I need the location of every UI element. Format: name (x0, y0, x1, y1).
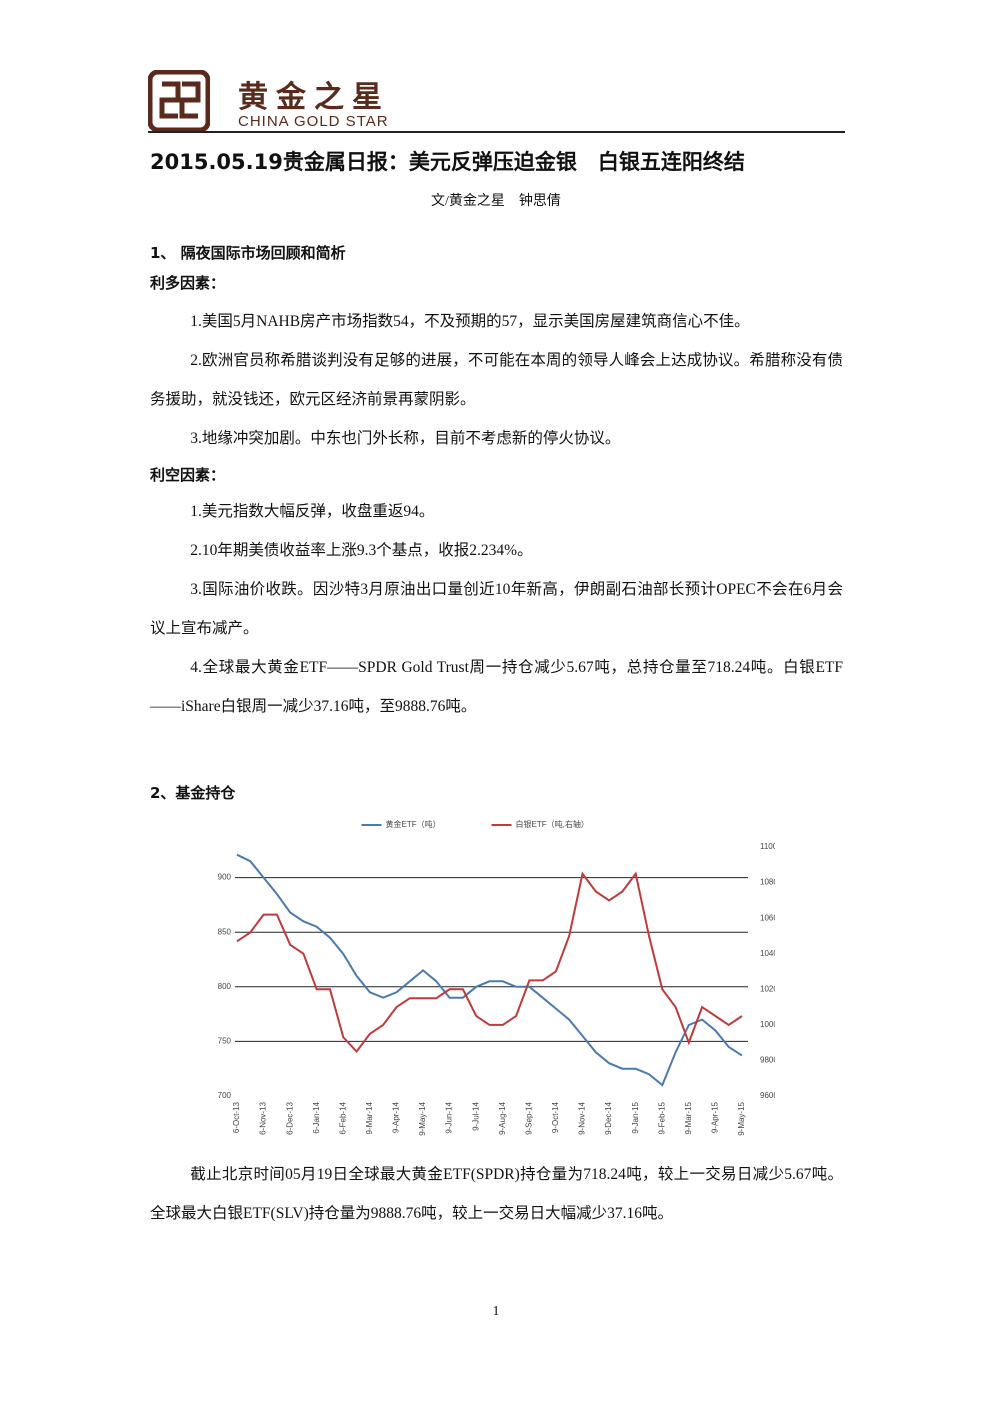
y2-tick-label: 11000 (760, 842, 775, 851)
x-tick-label: 6-Jan-14 (312, 1101, 321, 1133)
legend-label: 黄金ETF（吨） (386, 819, 441, 829)
sub-heading: 利空因素： (150, 466, 226, 484)
logo-en: CHINA GOLD STAR (238, 113, 389, 130)
y2-tick-label: 9800 (760, 1056, 775, 1065)
y2-tick-label: 10200 (760, 984, 775, 993)
paragraph: 3.地缘冲突加剧。中东也门外长称，目前不考虑新的停火协议。 (190, 430, 621, 447)
x-tick-label: 6-Dec-13 (285, 1101, 294, 1134)
series-line (236, 853, 743, 1087)
x-tick-label: 9-Mar-15 (684, 1101, 693, 1134)
chart: 700 750 800 850 900 9600 9800 10000 10200 10400 10… (218, 819, 775, 1136)
logo-cn: 黄金之星 (238, 80, 390, 115)
x-tick-label: 9-Mar-14 (365, 1101, 374, 1134)
x-tick-label: 9-Jul-14 (471, 1101, 480, 1130)
sub-heading: 利多因素： (150, 274, 226, 292)
section-heading: 1、 隔夜国际市场回顾和简析 (150, 244, 346, 262)
logo-mark (148, 70, 210, 132)
legend-label: 白银ETF（吨,右轴） (516, 819, 589, 829)
y-tick-label: 850 (218, 927, 232, 936)
x-tick-label: 9-Jun-14 (445, 1101, 454, 1133)
x-tick-label: 9-Sep-14 (524, 1101, 533, 1134)
paragraph: 1.美元指数大幅反弹，收盘重返94。 (190, 503, 435, 520)
y-tick-label: 800 (218, 982, 232, 991)
x-tick-label: 9-Feb-15 (657, 1101, 666, 1134)
x-tick-label: 9-Jan-15 (631, 1101, 640, 1133)
y2-tick-label: 10800 (760, 878, 775, 887)
x-tick-label: 9-Apr-14 (392, 1101, 401, 1133)
paragraph: 1.美国5月NAHB房产市场指数54，不及预期的57，显示美国房屋建筑商信心不佳… (190, 313, 750, 330)
paragraph: 2.10年期美债收益率上涨9.3个基点，收报2.234%。 (190, 542, 533, 559)
paragraph: 2.欧洲官员称希腊谈判没有足够的进展，不可能在本周的领导人峰会上达成协议。希腊称… (150, 352, 843, 408)
series-line (236, 871, 743, 1054)
byline: 文/黄金之星 钟思倩 (431, 194, 561, 209)
closing: 截止北京时间05月19日全球最大黄金ETF(SPDR)持仓量为718.24吨，较… (150, 1155, 843, 1233)
page-number: 1 (492, 1304, 500, 1319)
x-tick-label: 9-Dec-14 (604, 1101, 613, 1134)
y-tick-label: 750 (218, 1037, 232, 1046)
x-tick-label: 9-May-14 (418, 1101, 427, 1135)
y-tick-label: 700 (218, 1091, 232, 1100)
paragraph: 截止北京时间05月19日全球最大黄金ETF(SPDR)持仓量为718.24吨，较… (150, 1166, 843, 1222)
y2-tick-label: 10600 (760, 913, 775, 922)
x-tick-label: 9-Oct-14 (551, 1101, 560, 1133)
x-tick-label: 9-Nov-14 (578, 1101, 587, 1134)
x-tick-label: 9-Aug-14 (498, 1101, 507, 1134)
title: 2015.05.19贵金属日报：美元反弹压迫金银 白银五连阳终结 (150, 150, 745, 174)
x-tick-label: 6-Nov-13 (259, 1101, 268, 1134)
paragraph: 4.全球最大黄金ETF——SPDR Gold Trust周一持仓减少5.67吨，… (150, 659, 843, 715)
y2-tick-label: 10000 (760, 1020, 775, 1029)
section-heading: 2、基金持仓 (150, 784, 236, 802)
x-tick-label: 6-Oct-13 (232, 1101, 241, 1133)
y2-tick-label: 10400 (760, 949, 775, 958)
section1: 1、 隔夜国际市场回顾和简析 利多因素： 1.美国5月NAHB房产市场指数54，… (150, 242, 843, 726)
paragraph: 3.国际油价收跌。因沙特3月原油出口量创近10年新高，伊朗副石油部长预计OPEC… (150, 581, 843, 637)
x-tick-label: 9-May-15 (737, 1101, 746, 1135)
y-tick-label: 900 (218, 873, 232, 882)
y2-tick-label: 9600 (760, 1091, 775, 1100)
x-tick-label: 6-Feb-14 (338, 1101, 347, 1134)
header-rule (148, 131, 845, 133)
x-tick-label: 9-Apr-15 (711, 1101, 720, 1133)
